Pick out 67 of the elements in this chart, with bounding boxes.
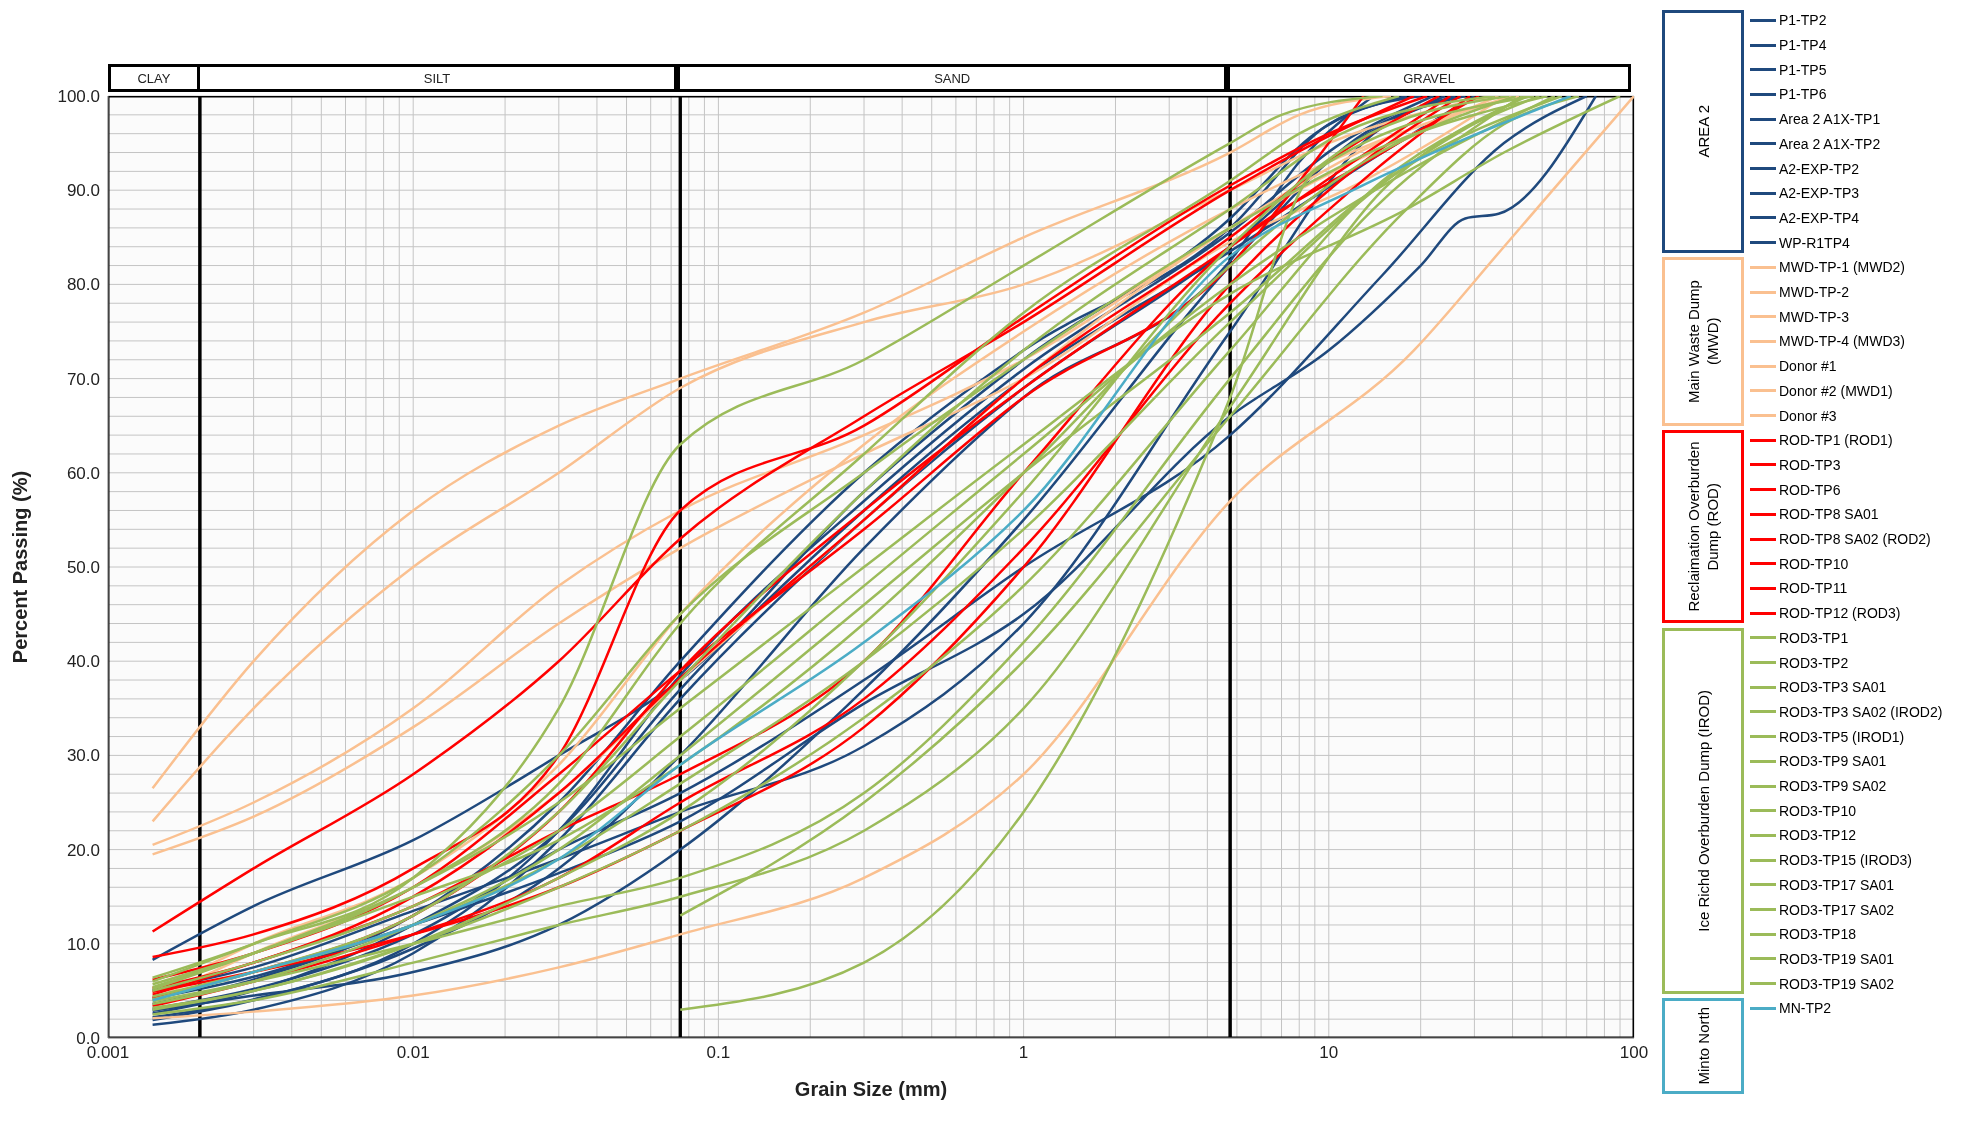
y-tick-label: 50.0 [66,558,100,578]
legend-label: ROD3-TP10 [1779,802,1857,819]
legend-label: ROD3-TP17 SA01 [1779,876,1895,893]
y-tick-label: 30.0 [66,746,100,766]
x-tick-label: 1 [1018,1043,1029,1063]
y-tick-label: 100.0 [57,87,100,107]
legend-label: Area 2 A1X-TP2 [1779,135,1881,152]
legend-label: ROD3-TP2 [1779,654,1849,671]
legend-label: ROD-TP8 SA02 (ROD2) [1779,531,1931,548]
legend-label: P1-TP6 [1779,86,1827,103]
text: AREA 2 [1693,105,1713,158]
legend-label: A2-EXP-TP2 [1779,160,1860,177]
legend-label: Donor #2 (MWD1) [1779,382,1893,399]
legend-label: ROD3-TP17 SA02 [1779,901,1895,918]
legend-label: ROD3-TP3 SA01 [1779,679,1887,696]
band-label: GRAVEL [1403,70,1455,86]
text: Main Waste Dump (MWD) [1684,279,1722,405]
y-axis-title: Percent Passing (%) [9,470,32,664]
legend-label: ROD-TP3 [1779,456,1841,473]
legend-label: A2-EXP-TP3 [1779,185,1860,202]
x-tick-label: 10 [1319,1043,1339,1063]
legend-label: MWD-TP-3 [1779,308,1849,325]
legend-label: ROD-TP11 [1779,580,1848,597]
legend-label: MWD-TP-4 (MWD3) [1779,333,1905,350]
legend-label: ROD-TP8 SA01 [1779,506,1879,523]
legend-label: ROD3-TP12 [1779,827,1857,844]
legend-label: WP-R1TP4 [1779,234,1850,251]
legend-label: A2-EXP-TP4 [1779,209,1860,226]
y-tick-label: 40.0 [66,652,100,672]
text: Minto North [1693,1007,1713,1085]
legend-label: ROD3-TP5 (IROD1) [1779,728,1905,745]
legend-label: ROD3-TP18 [1779,926,1857,943]
y-tick-label: 80.0 [66,275,100,295]
legend-label: MWD-TP-1 (MWD2) [1779,259,1905,276]
x-tick-label: 0.01 [396,1043,430,1063]
legend-label: MN-TP2 [1779,1000,1832,1017]
legend-label: ROD-TP6 [1779,481,1841,498]
band-label: SAND [934,70,971,86]
band-label: CLAY [137,70,171,86]
legend-label: P1-TP4 [1779,37,1827,54]
legend-label: ROD-TP10 [1779,555,1849,572]
legend-label: ROD3-TP19 SA01 [1779,950,1895,967]
legend-label: ROD3-TP1 [1779,629,1849,646]
x-tick-label: 0.1 [706,1043,731,1063]
legend-label: ROD3-TP15 (IROD3) [1779,852,1913,869]
y-tick-label: 90.0 [66,181,100,201]
legend-label: ROD3-TP9 SA02 [1779,778,1887,795]
text: Ice Richd Overburden Dump (IROD) [1693,689,1713,932]
text: Reclaimation Overburden Dump (ROD) [1684,440,1722,614]
y-tick-label: 60.0 [66,463,100,483]
x-tick-label: 100 [1619,1043,1649,1063]
y-tick-label: 70.0 [66,369,100,389]
legend-label: P1-TP2 [1779,12,1827,29]
legend-label: Donor #1 [1779,358,1837,375]
y-tick-label: 20.0 [66,840,100,860]
legend-label: MWD-TP-2 [1779,284,1849,301]
legend-label: P1-TP5 [1779,61,1827,78]
band-label: SILT [423,70,451,86]
legend-label: ROD3-TP19 SA02 [1779,975,1895,992]
legend-label: ROD3-TP9 SA01 [1779,753,1887,770]
x-axis-title: Grain Size (mm) [794,1078,948,1100]
y-tick-label: 10.0 [66,934,100,954]
legend-label: ROD3-TP3 SA02 (IROD2) [1779,703,1943,720]
legend-label: ROD-TP12 (ROD3) [1779,605,1901,622]
legend-label: ROD-TP1 (ROD1) [1779,432,1893,449]
legend-label: Donor #3 [1779,407,1837,424]
legend-label: Area 2 A1X-TP1 [1779,111,1881,128]
